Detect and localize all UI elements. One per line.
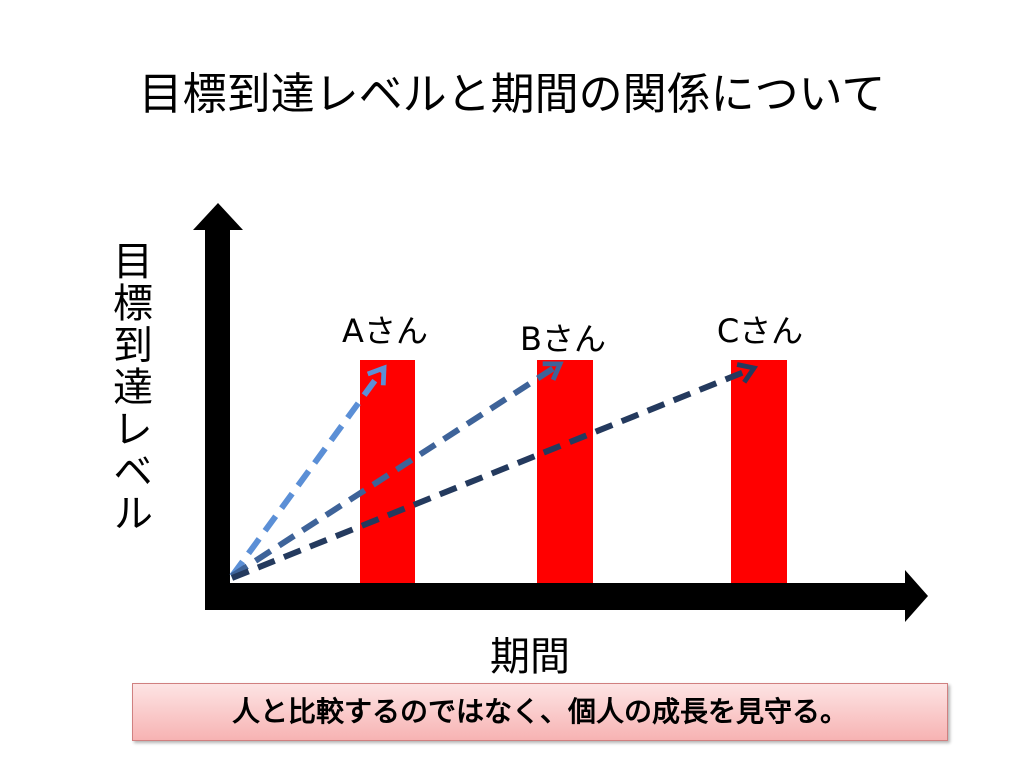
y-axis-arrow	[193, 203, 243, 230]
bar-c	[731, 360, 787, 584]
y-axis-label: 目標到達レベル	[106, 240, 152, 534]
person-label: Aさん	[342, 312, 428, 350]
note: 人と比較するのではなく、個人の成長を見守る。	[132, 683, 948, 741]
bar-b	[537, 360, 593, 584]
bar-a	[360, 360, 415, 584]
arrow-b	[230, 361, 564, 579]
arrow-a	[229, 364, 387, 578]
slide-title: 目標到達レベルと期間の関係について	[138, 69, 886, 120]
x-axis-label: 期間	[490, 634, 570, 680]
person-label: Bさん	[520, 320, 606, 358]
arrow-c	[230, 362, 759, 581]
person-label: Cさん	[717, 312, 803, 350]
